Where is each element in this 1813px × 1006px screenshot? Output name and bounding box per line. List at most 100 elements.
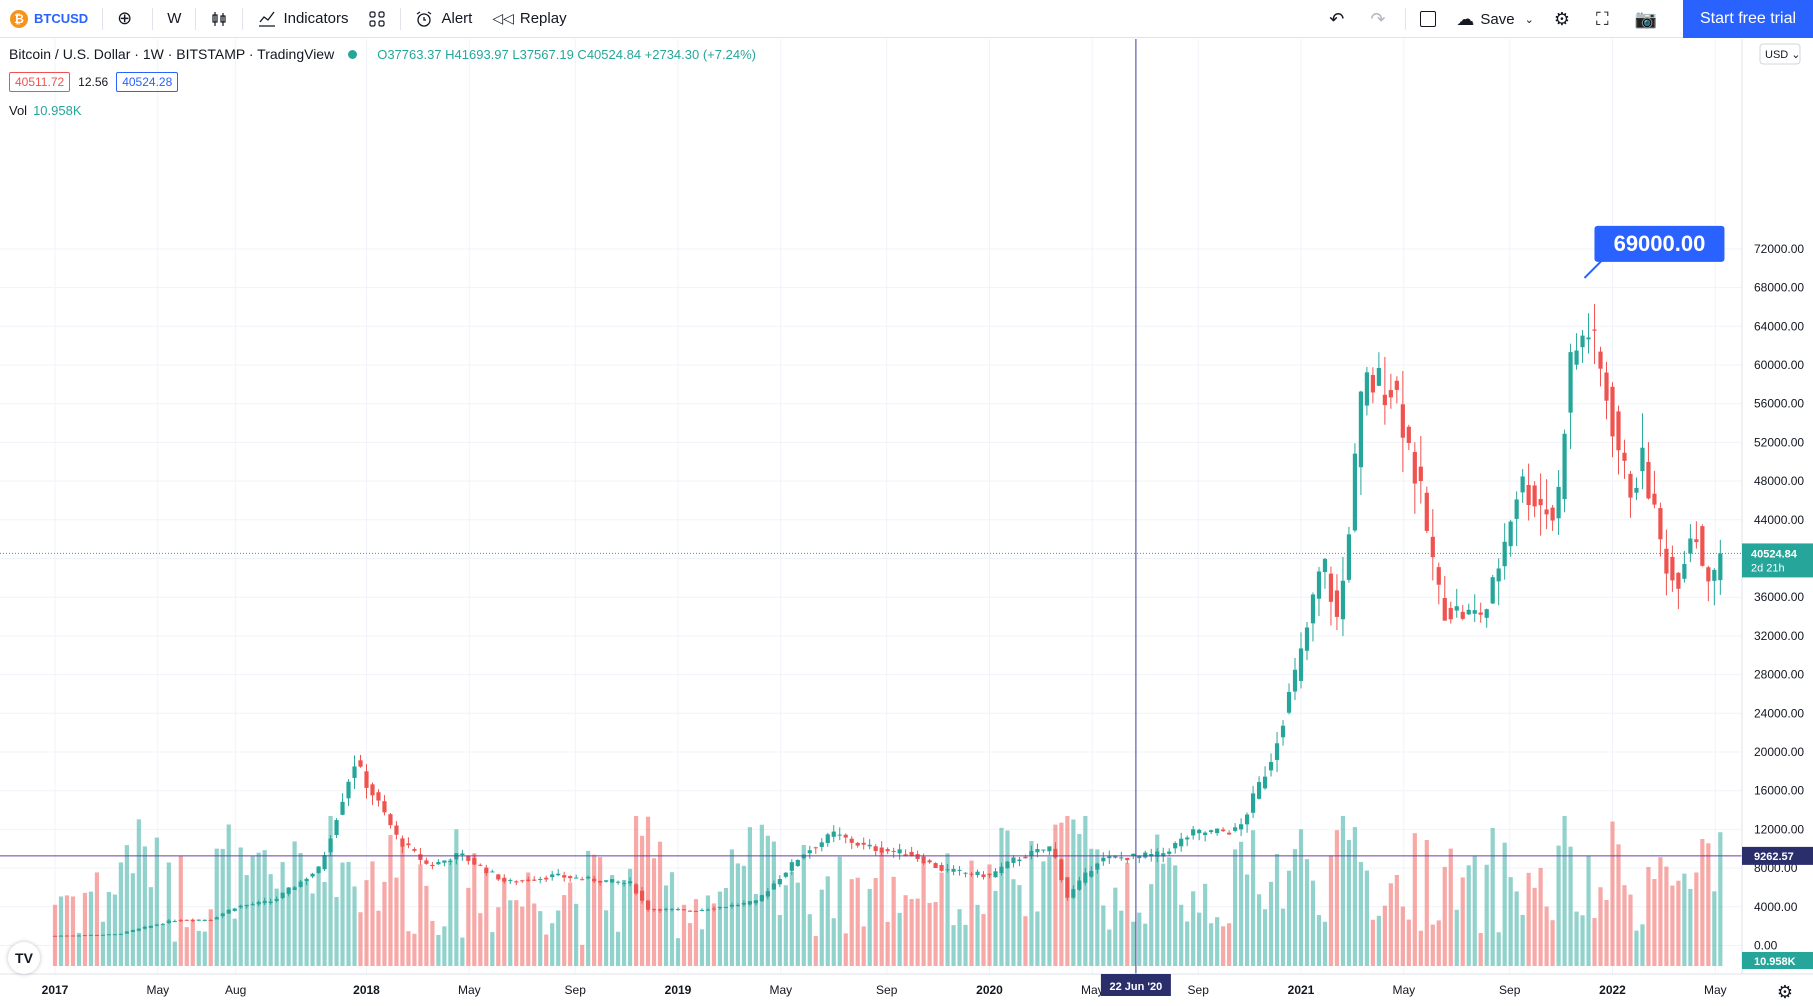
candle-body bbox=[1568, 352, 1573, 413]
layouts-button[interactable] bbox=[358, 0, 396, 38]
tradingview-logo[interactable]: TV bbox=[8, 942, 40, 974]
volume-bar bbox=[771, 841, 776, 966]
time-axis-tick-label: Sep bbox=[1188, 983, 1210, 997]
volume-bar bbox=[1029, 841, 1034, 966]
axis-settings-gear-icon[interactable]: ⚙ bbox=[1776, 982, 1793, 1002]
candle-body bbox=[1556, 486, 1561, 519]
settings-button[interactable]: ⚙ bbox=[1544, 0, 1586, 38]
volume-bar bbox=[831, 918, 836, 966]
undo-button[interactable]: ↶ bbox=[1319, 0, 1360, 38]
candle-body bbox=[1185, 837, 1190, 840]
volume-bar bbox=[1478, 933, 1483, 966]
volume-bar bbox=[867, 888, 872, 966]
start-free-trial-button[interactable]: Start free trial bbox=[1683, 0, 1813, 38]
volume-bar bbox=[1598, 887, 1603, 966]
candle-body bbox=[1430, 536, 1435, 558]
volume-bar bbox=[1352, 827, 1358, 966]
compare-symbol-button[interactable]: ⊕ bbox=[107, 0, 148, 38]
volume-bar bbox=[1119, 910, 1124, 966]
volume-bar bbox=[615, 931, 621, 966]
bar-countdown-label: 2d 21h bbox=[1751, 562, 1785, 574]
candle-body bbox=[214, 917, 219, 920]
volume-bar bbox=[1017, 885, 1022, 966]
indicators-button[interactable]: Indicators bbox=[247, 0, 358, 38]
volume-bar bbox=[1233, 849, 1238, 966]
candle-body bbox=[723, 906, 729, 908]
symbol-search-button[interactable]: ₿ BTCUSD bbox=[0, 0, 98, 38]
volume-bar bbox=[1346, 840, 1352, 966]
time-axis-tick-label: 2018 bbox=[353, 983, 380, 997]
candle-body bbox=[621, 882, 627, 884]
candle-body bbox=[424, 860, 429, 864]
candle-body bbox=[1634, 487, 1639, 493]
buy-price-box[interactable]: 40524.28 bbox=[116, 72, 179, 92]
volume-bar bbox=[1670, 885, 1675, 966]
volume-bar bbox=[1215, 917, 1220, 966]
candle-body bbox=[747, 901, 752, 905]
volume-bar bbox=[124, 845, 129, 966]
undo-icon: ↶ bbox=[1329, 8, 1345, 29]
candle-body bbox=[1400, 404, 1405, 438]
volume-bar bbox=[795, 882, 800, 966]
interval-button[interactable]: W bbox=[167, 10, 182, 27]
fullscreen-icon: ⛶ bbox=[1595, 8, 1609, 29]
currency-selector[interactable] bbox=[1759, 43, 1801, 65]
volume-bar bbox=[1616, 844, 1621, 966]
snapshot-button[interactable]: 📷 bbox=[1625, 0, 1673, 38]
fullscreen-button[interactable]: ⛶ bbox=[1586, 0, 1625, 38]
volume-bar bbox=[747, 827, 752, 966]
volume-bar bbox=[412, 933, 417, 966]
price-axis-tick-label: 32000.00 bbox=[1754, 629, 1804, 643]
redo-button[interactable]: ↷ bbox=[1360, 0, 1401, 38]
candle-body bbox=[1412, 451, 1417, 484]
replay-button[interactable]: ◁◁ Replay bbox=[482, 0, 576, 38]
candle-body bbox=[1268, 762, 1274, 771]
candle-body bbox=[1706, 567, 1711, 582]
candle-body bbox=[1424, 492, 1429, 531]
sell-price-box[interactable]: 40511.72 bbox=[9, 72, 71, 92]
candle-body bbox=[1286, 691, 1292, 713]
candle-body bbox=[406, 843, 411, 846]
save-button[interactable]: ☁ Save ⌄ bbox=[1446, 0, 1543, 38]
chart-type-button[interactable] bbox=[200, 0, 238, 38]
volume-bar bbox=[1334, 830, 1340, 966]
time-axis-tick-label: 2022 bbox=[1599, 983, 1626, 997]
volume-bar bbox=[1460, 877, 1465, 966]
time-axis-tick-label: 2019 bbox=[665, 983, 692, 997]
candle-body bbox=[915, 854, 920, 860]
alert-button[interactable]: Alert bbox=[405, 0, 482, 38]
select-layout-button[interactable] bbox=[1410, 0, 1446, 38]
candle-body bbox=[1041, 849, 1046, 851]
candle-body bbox=[448, 861, 453, 863]
candle-body bbox=[112, 934, 118, 936]
candle-body bbox=[76, 935, 82, 937]
volume-bar bbox=[1053, 824, 1058, 966]
candle-body bbox=[1089, 871, 1094, 877]
candle-body bbox=[807, 850, 812, 854]
price-axis-tick-label: 48000.00 bbox=[1754, 474, 1804, 488]
volume-bar bbox=[610, 875, 615, 966]
spread-value: 12.56 bbox=[78, 75, 109, 89]
toolbar-right-group: ↶ ↷ ☁ Save ⌄ ⚙ ⛶ 📷 bbox=[1319, 0, 1673, 38]
candle-body bbox=[1688, 538, 1693, 554]
volume-bar bbox=[723, 887, 729, 966]
candle-body bbox=[825, 834, 830, 844]
candle-body bbox=[1250, 793, 1256, 813]
volume-bar bbox=[346, 861, 351, 966]
candle-body bbox=[388, 814, 393, 826]
replay-label: Replay bbox=[519, 10, 567, 27]
candle-body bbox=[1544, 509, 1549, 515]
volume-bar bbox=[1173, 865, 1178, 966]
candle-body bbox=[753, 900, 758, 904]
volume-bar bbox=[1244, 874, 1250, 966]
volume-bar bbox=[94, 872, 100, 966]
candle-body bbox=[1119, 857, 1124, 859]
volume-bar bbox=[1514, 891, 1519, 966]
volume-bar bbox=[1448, 848, 1453, 966]
price-chart[interactable]: 0.004000.008000.0012000.0016000.0020000.… bbox=[0, 39, 1813, 1006]
volume-bar bbox=[1634, 930, 1639, 966]
crosshair-date-label: 22 Jun '20 bbox=[1110, 981, 1163, 993]
alarm-clock-icon bbox=[417, 10, 432, 27]
candle-body bbox=[418, 854, 423, 860]
volume-bar bbox=[1682, 873, 1687, 966]
